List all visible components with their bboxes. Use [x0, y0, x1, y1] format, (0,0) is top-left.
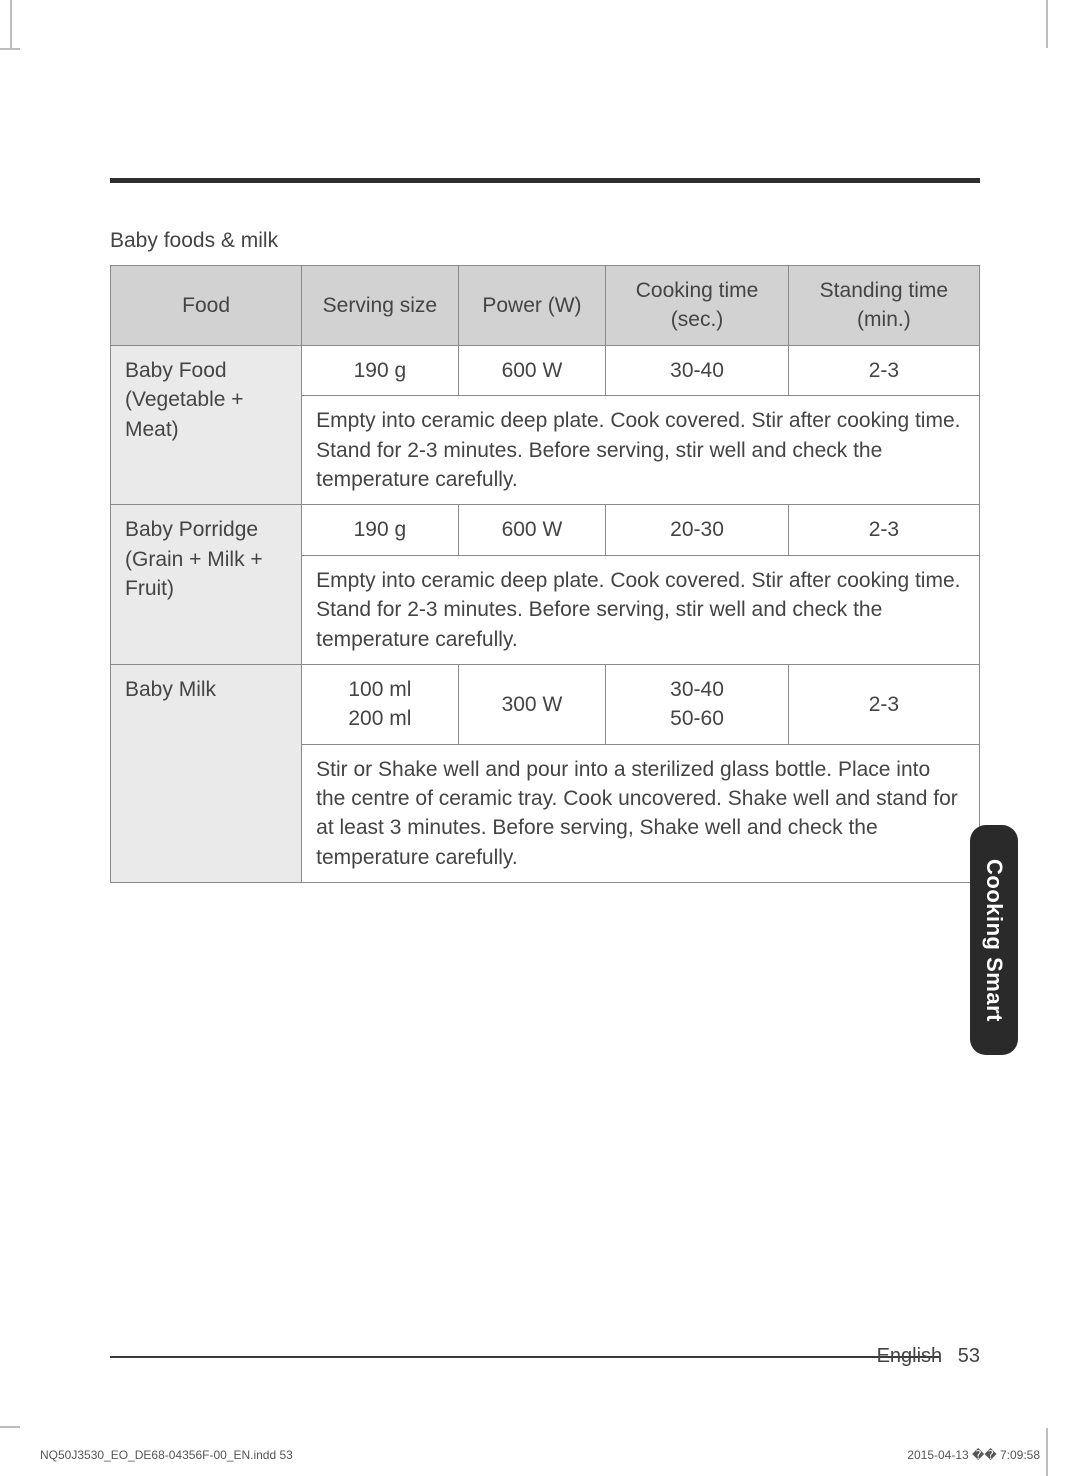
cook-cell: 20-30 [606, 505, 788, 555]
stand-cell: 2-3 [788, 345, 979, 395]
section-title: Baby foods & milk [110, 229, 980, 253]
food-label-line: (Vegetable + Meat) [125, 385, 287, 444]
print-meta-right: 2015-04-13 �� 7:09:58 [907, 1448, 1040, 1462]
content-area: Baby foods & milk Food Serving size Powe… [110, 178, 980, 883]
top-rule [110, 178, 980, 183]
footer-page-number: 53 [958, 1345, 980, 1367]
cook-line: 50-60 [612, 704, 781, 733]
crop-mark [10, 0, 12, 48]
col-header-stand: Standing time (min.) [788, 266, 979, 346]
cooking-table: Food Serving size Power (W) Cooking time… [110, 265, 980, 883]
cook-cell: 30-40 50-60 [606, 664, 788, 744]
table-row: Baby Milk 100 ml 200 ml 300 W 30-40 50-6… [111, 664, 980, 744]
footer-language: English [877, 1345, 943, 1367]
stand-cell: 2-3 [788, 664, 979, 744]
desc-cell: Stir or Shake well and pour into a steri… [302, 744, 980, 883]
col-header-serving: Serving size [302, 266, 458, 346]
print-meta-left: NQ50J3530_EO_DE68-04356F-00_EN.indd 53 [40, 1448, 293, 1462]
food-label-line: Baby Porridge [125, 515, 287, 544]
document-page: Baby foods & milk Food Serving size Powe… [0, 0, 1080, 1476]
serving-line: 200 ml [308, 704, 451, 733]
desc-cell: Empty into ceramic deep plate. Cook cove… [302, 555, 980, 664]
stand-cell: 2-3 [788, 505, 979, 555]
col-header-power: Power (W) [458, 266, 606, 346]
desc-cell: Empty into ceramic deep plate. Cook cove… [302, 396, 980, 505]
food-label-baby-porridge: Baby Porridge (Grain + Milk + Fruit) [111, 505, 302, 665]
col-header-food: Food [111, 266, 302, 346]
side-tab: Cooking Smart [970, 825, 1018, 1055]
crop-mark [0, 48, 20, 50]
crop-mark [1046, 0, 1048, 48]
food-label-line: (Grain + Milk + Fruit) [125, 545, 287, 604]
table-row: Baby Food (Vegetable + Meat) 190 g 600 W… [111, 345, 980, 395]
serving-line: 100 ml [308, 675, 451, 704]
cook-line: 30-40 [612, 675, 781, 704]
power-cell: 600 W [458, 505, 606, 555]
footer-text: English 53 [877, 1345, 980, 1368]
food-label-line: Baby Food [125, 356, 287, 385]
serving-cell: 100 ml 200 ml [302, 664, 458, 744]
table-header-row: Food Serving size Power (W) Cooking time… [111, 266, 980, 346]
col-header-cook: Cooking time (sec.) [606, 266, 788, 346]
serving-cell: 190 g [302, 345, 458, 395]
serving-cell: 190 g [302, 505, 458, 555]
power-cell: 300 W [458, 664, 606, 744]
crop-mark [0, 1426, 20, 1428]
footer-rule [110, 1356, 940, 1358]
food-label-baby-food: Baby Food (Vegetable + Meat) [111, 345, 302, 505]
food-label-baby-milk: Baby Milk [111, 664, 302, 882]
table-row: Baby Porridge (Grain + Milk + Fruit) 190… [111, 505, 980, 555]
crop-mark [1046, 1428, 1048, 1476]
power-cell: 600 W [458, 345, 606, 395]
cook-cell: 30-40 [606, 345, 788, 395]
